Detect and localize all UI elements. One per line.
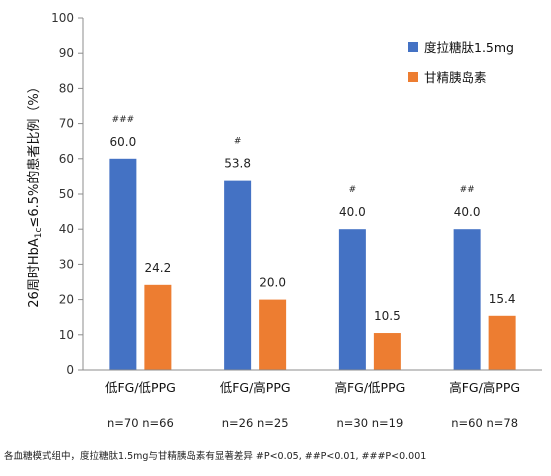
x-tick-label: 低FG/高PPG [220, 380, 291, 395]
significance-mark: ## [460, 185, 475, 195]
n-label: n=30 n=19 [336, 416, 403, 430]
legend-label: 度拉糖肽1.5mg [424, 40, 514, 55]
x-tick-label: 高FG/高PPG [449, 380, 520, 395]
x-tick-label: 低FG/低PPG [105, 380, 176, 395]
bar [453, 229, 481, 370]
legend-label: 甘精胰岛素 [424, 70, 487, 85]
data-label: 53.8 [224, 157, 251, 171]
data-label: 60.0 [110, 135, 137, 149]
y-tick-label: 100 [51, 11, 74, 25]
y-tick-label: 30 [59, 257, 74, 271]
y-tick-label: 20 [59, 293, 74, 307]
y-axis-label: 26周时HbA1c≤6.5%的患者比例（%） [26, 80, 44, 307]
y-axis-title: 26周时HbA1c≤6.5%的患者比例（%） [26, 80, 44, 307]
bar [259, 299, 287, 370]
y-tick-label: 70 [59, 117, 74, 131]
y-tick-label: 80 [59, 81, 74, 95]
significance-mark: ### [112, 115, 135, 125]
y-tick-label: 0 [66, 363, 74, 377]
bar [338, 229, 366, 370]
n-label: n=60 n=78 [451, 416, 518, 430]
significance-mark: # [234, 137, 242, 147]
bars: 60.0 ### 24.2 53.8 #20.0 40.0 #10.5 40.0 ## 15.4 [109, 115, 516, 370]
n-label: n=26 n=25 [222, 416, 289, 430]
data-label: 40.0 [339, 205, 366, 219]
bar [373, 333, 401, 370]
n-label: n=70 n=66 [107, 416, 174, 430]
data-label: 15.4 [489, 292, 516, 306]
y-tick-label: 10 [59, 328, 74, 342]
y-tick-label: 40 [59, 222, 74, 236]
legend-swatch [408, 42, 418, 52]
y-tick-label: 50 [59, 187, 74, 201]
data-label: 10.5 [374, 309, 401, 323]
bar [109, 158, 137, 370]
legend: 度拉糖肽1.5mg 甘精胰岛素 [408, 40, 514, 85]
data-label: 24.2 [145, 261, 172, 275]
x-tick-label: 高FG/低PPG [334, 380, 405, 395]
significance-mark: # [349, 185, 357, 195]
data-label: 40.0 [454, 205, 481, 219]
footnote: 各血糖模式组中，度拉糖肽1.5mg与甘精胰岛素有显著差异 #P<0.05, ##… [4, 450, 426, 462]
y-tick-label: 90 [59, 46, 74, 60]
x-axis: 低FG/低PPG n=70 n=66 低FG/高PPG n=26 n=25 高FG/低P… [83, 369, 542, 430]
y-axis: 0 10 20 30 40 50 60 70 80 90 100 [51, 11, 84, 377]
bar [144, 284, 172, 370]
bar [224, 180, 252, 370]
bar [488, 315, 516, 370]
legend-swatch [408, 72, 418, 82]
data-label: 20.0 [259, 276, 286, 290]
y-tick-label: 60 [59, 152, 74, 166]
